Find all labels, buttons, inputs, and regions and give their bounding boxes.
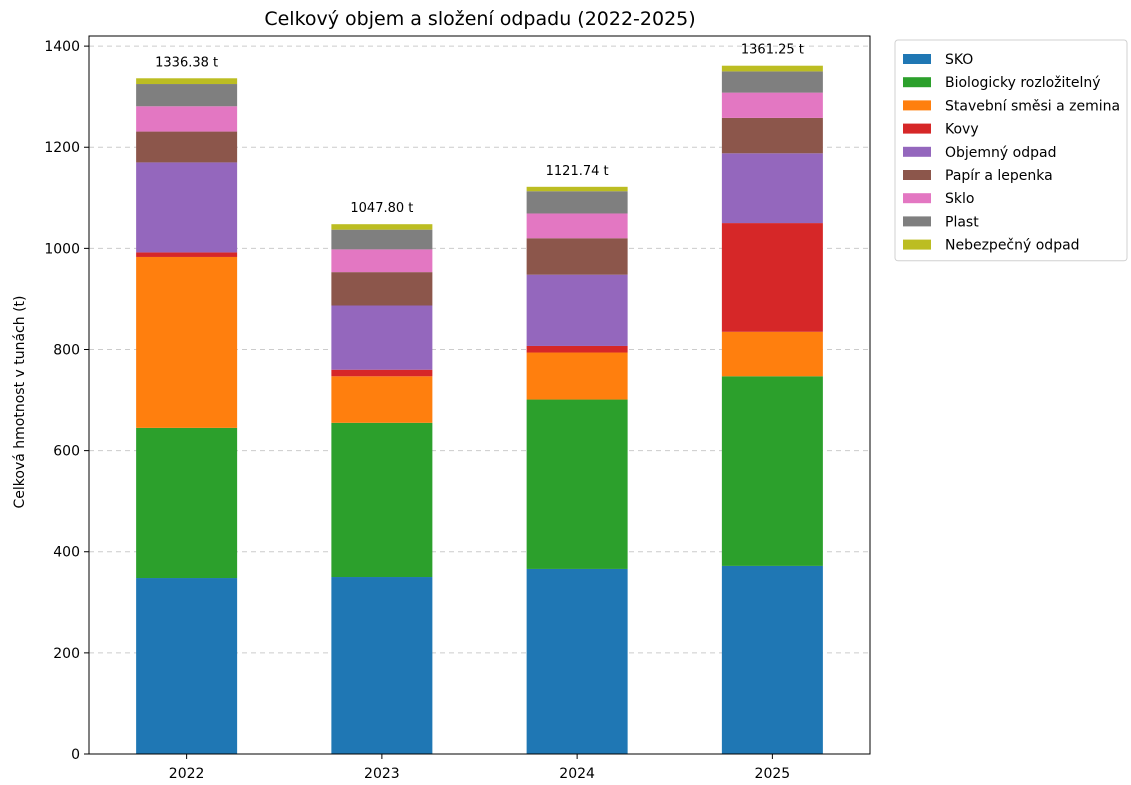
bar-segment: [526, 213, 628, 239]
bar-segment: [136, 84, 238, 107]
bar-segment: [526, 191, 628, 214]
x-tick-label: 2025: [755, 766, 791, 782]
bar-segment: [136, 162, 238, 253]
legend-swatch: [903, 193, 931, 204]
y-axis-label: Celková hmotnost v tunách (t): [12, 296, 28, 509]
bar-segment: [136, 427, 238, 579]
legend-swatch: [903, 100, 931, 111]
bars: [136, 65, 823, 754]
bar-segment: [331, 229, 433, 250]
y-axis-ticks: 0 200 400 600 800 1000 1200 1400: [44, 39, 89, 763]
legend-swatch: [903, 54, 931, 64]
x-tick-label: 2024: [559, 766, 595, 782]
legend-swatch: [903, 123, 931, 134]
bar-segment: [331, 422, 433, 578]
total-label: 1047.80 t: [350, 201, 413, 216]
bar-segment: [526, 186, 628, 192]
x-tick-label: 2022: [169, 766, 205, 782]
total-label: 1121.74 t: [546, 164, 609, 179]
bar-segment: [721, 117, 823, 154]
legend-swatch: [903, 146, 931, 157]
bar-segment: [721, 223, 823, 332]
bar-segment: [136, 252, 238, 257]
bar-segment: [331, 272, 433, 306]
bar-segment: [526, 399, 628, 569]
bar-segment: [526, 568, 628, 754]
legend-swatch: [903, 170, 931, 180]
y-tick-label: 1000: [44, 241, 80, 257]
bar-segment: [331, 376, 433, 423]
y-tick-label: 800: [53, 342, 80, 358]
y-tick-label: 0: [71, 747, 80, 763]
legend-label: Objemný odpad: [945, 145, 1056, 161]
bar-segment: [331, 305, 433, 370]
bar-segment: [136, 106, 238, 132]
legend-swatch: [903, 216, 931, 227]
bar-segment: [136, 131, 238, 163]
total-label: 1336.38 t: [155, 55, 218, 70]
legend-swatch: [903, 239, 931, 250]
y-tick-label: 1200: [44, 140, 80, 156]
bar-segment: [721, 92, 823, 118]
x-axis-ticks: 2022 2023 2024 2025: [169, 754, 790, 782]
bar-segment: [721, 565, 823, 754]
bar-segment: [526, 352, 628, 400]
bar-segment: [721, 65, 823, 72]
bar-segment: [331, 224, 433, 230]
legend-label: Plast: [945, 214, 979, 230]
bar-segment: [331, 577, 433, 754]
legend-label: Nebezpečný odpad: [945, 238, 1080, 254]
legend-swatch: [903, 77, 931, 88]
bar-segment: [721, 71, 823, 93]
bar-segment: [721, 376, 823, 566]
y-tick-label: 600: [53, 444, 80, 460]
total-label: 1361.25 t: [741, 43, 804, 58]
legend-label: Stavební směsi a zemina: [945, 98, 1120, 114]
legend-box: [894, 39, 1128, 262]
bar-segment: [136, 256, 238, 428]
y-tick-label: 1400: [44, 39, 80, 55]
plot-frame: [88, 35, 871, 755]
legend-label: Kovy: [945, 122, 979, 138]
legend-label: Biologicky rozložitelný: [945, 75, 1101, 91]
legend-label: Papír a lepenka: [945, 168, 1053, 184]
bar-segment: [331, 369, 433, 377]
bar-segment: [136, 578, 238, 754]
bar-segment: [526, 238, 628, 275]
bar-segment: [526, 345, 628, 353]
chart-title: Celkový objem a složení odpadu (2022-202…: [264, 8, 695, 30]
total-labels: 1336.38 t 1047.80 t 1121.74 t 1361.25 t: [155, 43, 804, 216]
y-tick-label: 200: [53, 646, 80, 662]
bar-segment: [721, 331, 823, 377]
bar-segment: [331, 249, 433, 273]
bar-segment: [721, 153, 823, 224]
y-tick-label: 400: [53, 545, 80, 561]
bar-segment: [136, 78, 238, 85]
legend-label: Sklo: [945, 191, 974, 207]
legend-label: SKO: [945, 52, 973, 68]
bar-segment: [526, 274, 628, 346]
x-tick-label: 2023: [364, 766, 400, 782]
legend: SKO Biologicky rozložitelný Stavební směsi…: [894, 39, 1128, 262]
